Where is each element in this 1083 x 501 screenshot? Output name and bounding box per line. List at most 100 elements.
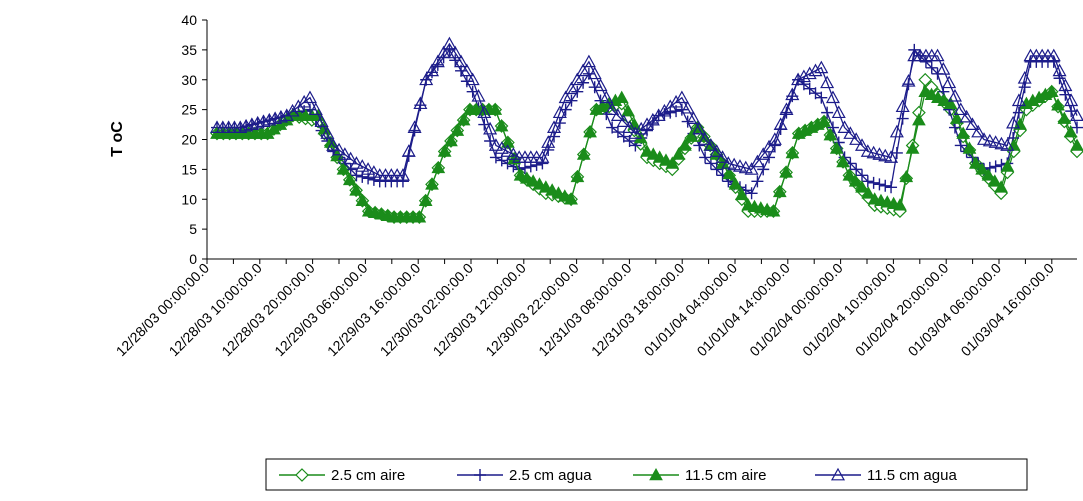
triangle-marker (831, 105, 846, 119)
triangle-marker (576, 63, 591, 77)
triangle-marker (308, 102, 323, 116)
triangle-marker (796, 69, 811, 83)
triangle-marker (942, 75, 957, 89)
triangle-marker (750, 154, 765, 168)
series-11.5-cm-aire (210, 84, 1083, 223)
plus-marker (850, 163, 863, 176)
diamond-marker (295, 468, 309, 482)
triangle-marker (413, 96, 428, 110)
triangle-marker (663, 99, 678, 113)
triangle-marker (418, 193, 433, 207)
plus-marker (954, 139, 967, 152)
x-tick-label: 01/03/04 16:00:00.0 (958, 260, 1058, 360)
triangle-marker (968, 156, 983, 169)
plus-marker (571, 85, 584, 98)
triangle-marker (971, 124, 986, 138)
triangle-marker (262, 112, 277, 126)
triangle-marker (1044, 84, 1059, 97)
triangle-marker (722, 166, 737, 180)
x-tick-label: 12/29/03 06:00:00.0 (271, 260, 371, 360)
triangle-marker (628, 126, 643, 139)
plus-marker (745, 187, 758, 200)
triangle-marker (680, 100, 695, 114)
triangle-marker (488, 138, 503, 151)
triangle-marker (981, 168, 996, 181)
triangle-marker (779, 165, 793, 178)
triangle-marker (767, 132, 782, 145)
plus-marker (763, 151, 776, 164)
triangle-marker (239, 118, 254, 132)
x-tick-label: 01/02/04 20:00:00.0 (852, 260, 952, 360)
triangle-marker (965, 117, 980, 130)
legend: 2.5 cm aire 2.5 cm agua 11.5 cm aire 11.5 c… (265, 458, 1028, 491)
triangle-marker (535, 150, 550, 163)
triangle-marker (1046, 48, 1061, 62)
triangle-marker (268, 111, 283, 124)
triangle-marker (342, 172, 357, 186)
triangle-marker (665, 156, 680, 169)
x-tick-label: 01/02/04 10:00:00.0 (799, 260, 899, 360)
triangle-marker (895, 99, 910, 113)
plus-marker (919, 55, 932, 68)
triangle-marker (848, 174, 863, 187)
x-tick-label: 12/28/03 00:00:00.0 (113, 260, 213, 360)
axes: 0 5 10 15 20 25 30 35 40 (181, 12, 1077, 267)
triangle-marker (953, 102, 968, 116)
plus-marker (861, 175, 874, 188)
triangle-marker (905, 141, 920, 154)
y-tick-label: 15 (181, 161, 197, 177)
triangle-marker (692, 121, 707, 135)
triangle-marker (766, 204, 781, 217)
triangle-marker (273, 109, 288, 123)
triangle-marker (779, 102, 794, 116)
triangle-marker (576, 147, 591, 160)
triangle-marker (744, 162, 759, 175)
triangle-marker (1006, 138, 1021, 151)
plus-marker (460, 75, 473, 88)
triangle-marker (494, 119, 509, 132)
triangle-marker (956, 126, 971, 139)
triangle-marker (326, 138, 341, 151)
triangle-marker (425, 177, 439, 190)
triangle-marker (355, 159, 370, 172)
triangle-marker (651, 108, 666, 121)
triangle-marker (430, 54, 445, 68)
triangle-marker (802, 66, 817, 80)
triangle-marker (947, 88, 962, 102)
plus-marker (664, 106, 677, 119)
legend-label: 2.5 cm agua (509, 467, 592, 484)
triangle-marker (814, 60, 829, 74)
triangle-marker (407, 120, 422, 133)
triangle-marker (564, 81, 579, 95)
plus-marker (885, 181, 898, 194)
plus-marker (699, 151, 712, 164)
triangle-marker (570, 169, 585, 183)
triangle-marker (634, 121, 649, 135)
x-tick-label: 01/02/04 00:00:00.0 (746, 260, 846, 360)
triangle-marker (343, 151, 358, 165)
x-tick-label: 12/31/03 18:00:00.0 (588, 260, 688, 360)
legend-label: 11.5 cm aire (685, 467, 766, 484)
triangle-marker (558, 90, 573, 104)
triangle-marker (355, 193, 370, 207)
triangle-marker (1069, 108, 1083, 121)
plus-marker (536, 157, 549, 170)
triangle-marker (1058, 78, 1073, 92)
plus-marker (826, 121, 839, 134)
triangle-marker (829, 141, 844, 154)
plus-marker (542, 143, 555, 156)
triangle-marker (256, 114, 271, 127)
triangle-marker (244, 117, 259, 130)
triangle-marker (950, 111, 964, 124)
plus-marker (449, 54, 462, 67)
triangle-marker (1070, 138, 1083, 151)
y-tick-label: 20 (181, 132, 197, 148)
triangle-marker (901, 74, 916, 87)
triangle-marker (1000, 159, 1015, 172)
triangle-marker (541, 135, 556, 148)
triangle-marker (836, 154, 850, 168)
y-tick-label: 25 (181, 102, 197, 118)
triangle-marker (465, 72, 480, 86)
triangle-marker (366, 165, 381, 178)
triangle-marker (361, 162, 376, 175)
